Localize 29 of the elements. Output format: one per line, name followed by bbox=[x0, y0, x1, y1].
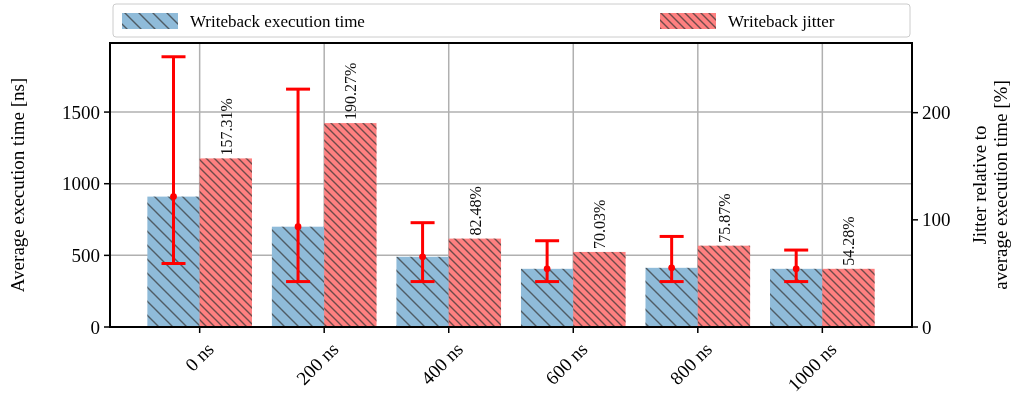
y-tick-label: 1500 bbox=[62, 101, 100, 123]
x-tick-label: 1000 ns bbox=[783, 338, 841, 396]
y2-tick-label: 0 bbox=[922, 316, 932, 338]
y2-tick-label: 200 bbox=[922, 102, 951, 124]
data-label: 157.31% bbox=[217, 98, 235, 156]
point bbox=[170, 193, 177, 200]
y-tick-label: 0 bbox=[90, 316, 100, 338]
data-label: 82.48% bbox=[466, 186, 484, 236]
legend-label: Writeback jitter bbox=[728, 11, 835, 31]
data-label: 70.03% bbox=[591, 199, 609, 249]
point bbox=[543, 265, 551, 273]
y-axis-title: Average execution time [ns] bbox=[7, 77, 28, 293]
data-label: 75.87% bbox=[715, 193, 733, 243]
point bbox=[294, 223, 302, 231]
data-label: 190.27% bbox=[342, 62, 360, 121]
y-tick-label: 500 bbox=[71, 245, 100, 267]
data-label: 54.28% bbox=[840, 216, 858, 266]
y2-axis-title: Jitter relative to average execution time [%] bbox=[968, 80, 1012, 290]
x-tick-label: 400 ns bbox=[416, 338, 467, 389]
legend-label: Writeback execution time bbox=[190, 11, 365, 31]
point bbox=[668, 264, 676, 272]
x-tick-label: 0 ns bbox=[181, 338, 218, 376]
x-tick-label: 600 ns bbox=[541, 338, 592, 389]
y2-tick-label: 100 bbox=[922, 209, 951, 231]
point bbox=[792, 265, 800, 273]
y-tick-label: 1000 bbox=[62, 173, 100, 195]
x-tick-label: 800 ns bbox=[665, 338, 717, 389]
x-tick-label: 200 ns bbox=[292, 338, 343, 389]
point bbox=[419, 253, 426, 261]
